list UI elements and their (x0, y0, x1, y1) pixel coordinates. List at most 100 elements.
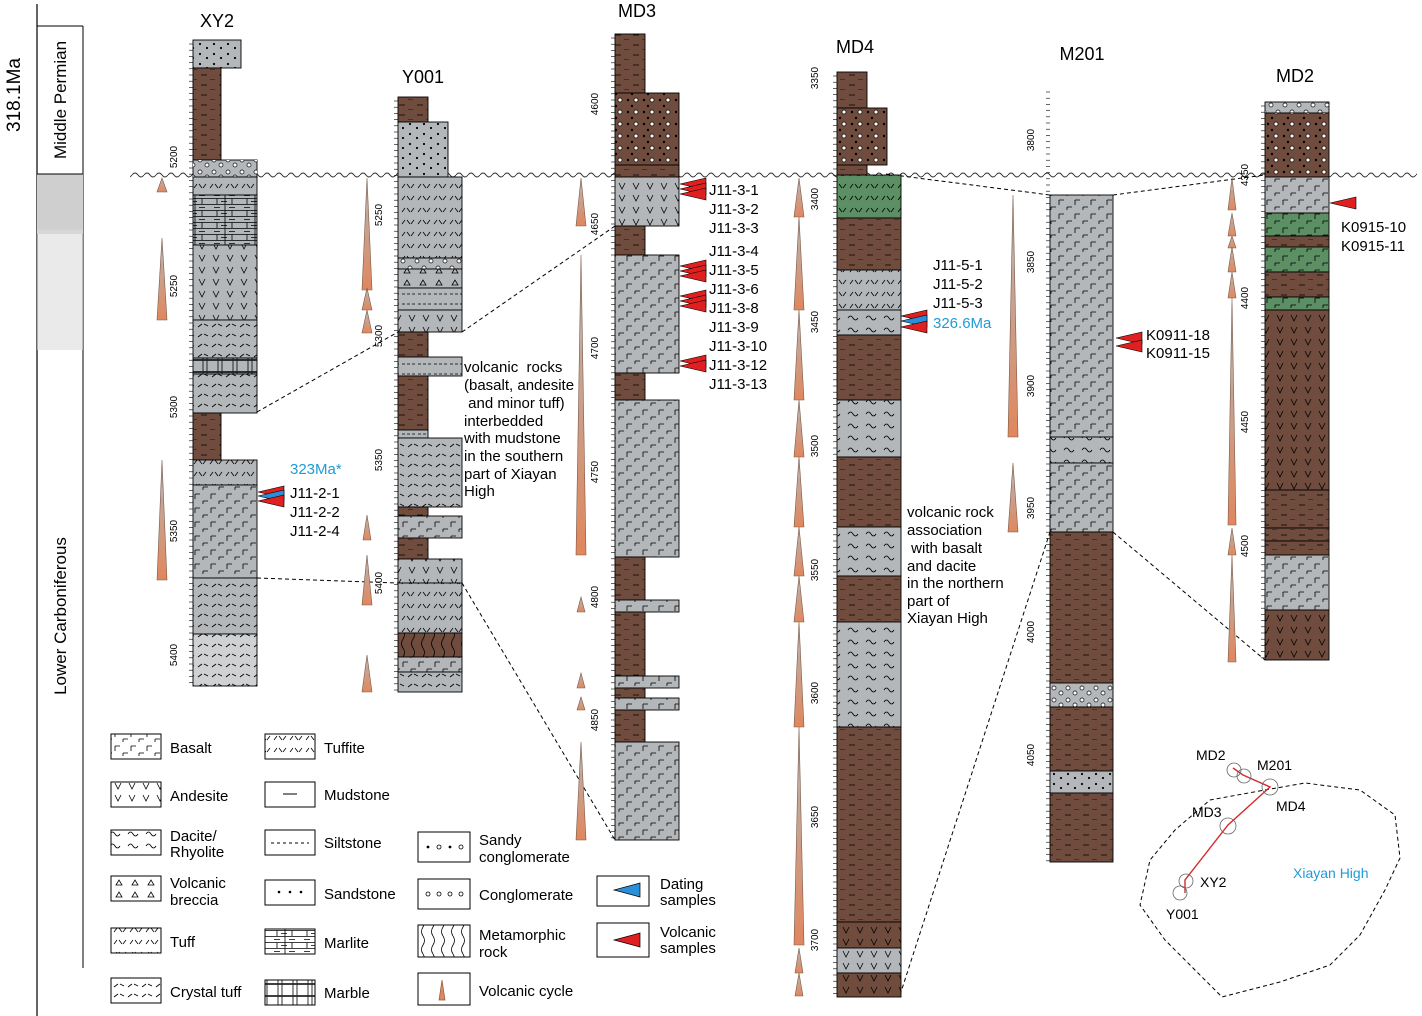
depth-tick: 4050 (1026, 743, 1037, 766)
annotation-line: interbedded (464, 413, 543, 430)
lithology-pattern (615, 400, 679, 557)
lithology-pattern (615, 557, 645, 600)
lithology-pattern (398, 583, 462, 633)
volcanic-cycle-triangle (361, 309, 373, 334)
lithology-pattern (193, 634, 257, 686)
volcanic-cycle-triangle (361, 654, 373, 693)
lithology-pattern (837, 973, 901, 997)
sample-label: J11-3-8 (709, 300, 759, 317)
lithology-pattern (615, 177, 679, 226)
volcanic-cycle-triangle (156, 177, 168, 193)
depth-scale-md4: 3350 3400 3450 3500 3550 3600 3650 3700 (810, 66, 821, 951)
annotation-line: in the southern (464, 448, 563, 465)
depth-tick: 4500 (1240, 534, 1251, 557)
volcanic-cycle-triangle (576, 695, 586, 711)
unconformity-line (130, 171, 1417, 181)
period-frame: 318.1Ma Middle Permian Lower Carbonifero… (4, 4, 84, 1016)
map-well-md4 (1261, 778, 1279, 796)
map-well-md2 (1226, 762, 1242, 778)
lithology-pattern (837, 727, 901, 922)
well-names: XY2 Y001 MD3 MD4 M201 MD2 (200, 1, 1314, 87)
sample-label: K0915-11 (1341, 238, 1405, 255)
legend-label: Volcanic cycle (479, 983, 573, 1000)
map-label-md3: MD3 (1192, 804, 1222, 820)
annotation-line: in the northern (907, 575, 1004, 592)
lithology-pattern (615, 710, 645, 742)
legend-label: Tuffite (324, 740, 365, 757)
annotation-southern: volcanic rocks (basalt, andesite and min… (463, 359, 574, 500)
lithology-pattern (193, 245, 257, 320)
well-name-xy2: XY2 (200, 11, 234, 31)
depth-tick: 3400 (810, 187, 821, 210)
depth-tick: 4600 (590, 92, 601, 115)
legend-swatch-tuff (110, 927, 162, 954)
well-column-m201 (1046, 91, 1114, 863)
volcanic-sample-marker (257, 494, 285, 508)
lithology-pattern (398, 310, 462, 332)
lithology-pattern (615, 742, 679, 840)
lithology-pattern (1050, 463, 1113, 532)
annotation-line: and dacite (907, 558, 976, 575)
map-well-md3 (1219, 817, 1237, 835)
age-label: 318.1Ma (4, 58, 25, 132)
depth-tick: 5300 (169, 395, 180, 418)
lithology-pattern (1050, 793, 1113, 862)
volcanic-cycle-triangle (575, 254, 587, 556)
annotation-line: association (907, 522, 982, 539)
lithology-pattern (398, 332, 428, 357)
volcanic-cycle-triangle (1227, 177, 1237, 211)
legend-swatch-marble (264, 979, 316, 1006)
sample-label: K0911-18 (1146, 327, 1210, 344)
lithology-pattern (1265, 113, 1329, 177)
legend-swatch-tuffite (264, 733, 316, 760)
depth-tick: 3900 (1026, 374, 1037, 397)
depth-tick: 4400 (1240, 286, 1251, 309)
map-well-m201 (1236, 768, 1252, 784)
lithology-pattern (615, 226, 645, 255)
legend-swatch-volcanic-breccia (110, 875, 162, 902)
lithology-pattern (1265, 528, 1329, 541)
lithology-pattern (1265, 272, 1329, 297)
legend-swatch-basalt (110, 733, 162, 760)
lithology-pattern (193, 68, 221, 160)
legend-label: Volcanic (660, 924, 716, 941)
volcanic-sample-marker (679, 299, 707, 313)
lithology-pattern (837, 622, 901, 727)
volcanic-cycle-triangle (793, 726, 805, 946)
map-region-label: Xiayan High (1293, 865, 1369, 881)
lithology-pattern (837, 175, 901, 218)
lithology-pattern (193, 578, 257, 634)
volcanic-cycles (156, 177, 1237, 997)
lithology-pattern (398, 376, 428, 430)
depth-tick: 4350 (1240, 163, 1251, 186)
lithology-pattern (1265, 297, 1329, 310)
volcanic-cycle-triangle (576, 671, 586, 689)
lithology-pattern (837, 335, 901, 400)
depth-tick: 3600 (810, 681, 821, 704)
lithology-pattern (193, 460, 257, 485)
lithology-pattern (398, 516, 462, 538)
lithology-pattern (398, 288, 462, 310)
depth-scale-md2: 4350 4400 4450 4500 (1240, 163, 1251, 557)
lithology-pattern (398, 559, 462, 583)
legend-label: Marlite (324, 935, 369, 952)
volcanic-cycle-triangle (1227, 297, 1237, 526)
sample-label: J11-2-2 (290, 504, 340, 521)
lithology-pattern (837, 922, 901, 948)
depth-tick: 4000 (1026, 620, 1037, 643)
depth-tick: 5250 (169, 274, 180, 297)
sample-label: K0915-10 (1341, 219, 1406, 236)
legend-swatch-crystal-tuff (110, 977, 162, 1004)
depth-tick: 4650 (590, 212, 601, 235)
legend-label: Conglomerate (479, 887, 573, 904)
lithology-pattern (193, 358, 257, 374)
legend-label: Dacite/ (170, 828, 218, 845)
legend-swatch-andesite (110, 781, 162, 808)
depth-tick: 5250 (374, 203, 385, 226)
well-connection-line (1184, 767, 1272, 893)
depth-tick: 3700 (810, 928, 821, 951)
sample-label: J11-3-1 (709, 182, 759, 199)
volcanic-cycle-triangle (361, 177, 373, 291)
volcanic-cycle-triangle (1227, 235, 1237, 249)
sample-label: J11-3-3 (709, 220, 759, 237)
